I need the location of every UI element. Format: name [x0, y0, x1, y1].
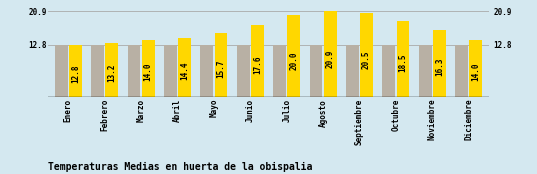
Bar	[91, 45, 104, 97]
Bar	[251, 25, 264, 97]
Bar	[346, 45, 359, 97]
Bar	[215, 33, 227, 97]
Bar	[397, 21, 409, 97]
Text: 17.6: 17.6	[253, 56, 262, 74]
Bar	[200, 45, 213, 97]
Text: 12.8: 12.8	[71, 64, 80, 83]
Bar	[287, 15, 300, 97]
Text: 14.4: 14.4	[180, 61, 189, 80]
Bar	[324, 11, 337, 97]
Bar	[178, 38, 191, 97]
Bar	[360, 13, 373, 97]
Bar	[469, 40, 482, 97]
Bar	[273, 45, 286, 97]
Bar	[69, 45, 82, 97]
Bar	[55, 45, 68, 97]
Bar	[164, 45, 177, 97]
Text: 14.0: 14.0	[471, 62, 480, 81]
Bar	[128, 45, 140, 97]
Bar	[382, 45, 395, 97]
Text: 14.0: 14.0	[144, 62, 153, 81]
Text: 16.3: 16.3	[435, 58, 444, 76]
Text: 18.5: 18.5	[398, 54, 408, 72]
Bar	[310, 45, 322, 97]
Bar	[142, 40, 155, 97]
Text: 20.5: 20.5	[362, 50, 371, 69]
Text: 20.9: 20.9	[325, 49, 335, 68]
Text: 15.7: 15.7	[216, 59, 226, 77]
Text: Temperaturas Medias en huerta de la obispalia: Temperaturas Medias en huerta de la obis…	[48, 162, 313, 172]
Text: 20.0: 20.0	[289, 51, 298, 69]
Bar	[105, 43, 118, 97]
Bar	[455, 45, 468, 97]
Bar	[419, 45, 432, 97]
Bar	[433, 30, 446, 97]
Bar	[237, 45, 250, 97]
Text: 13.2: 13.2	[107, 64, 117, 82]
